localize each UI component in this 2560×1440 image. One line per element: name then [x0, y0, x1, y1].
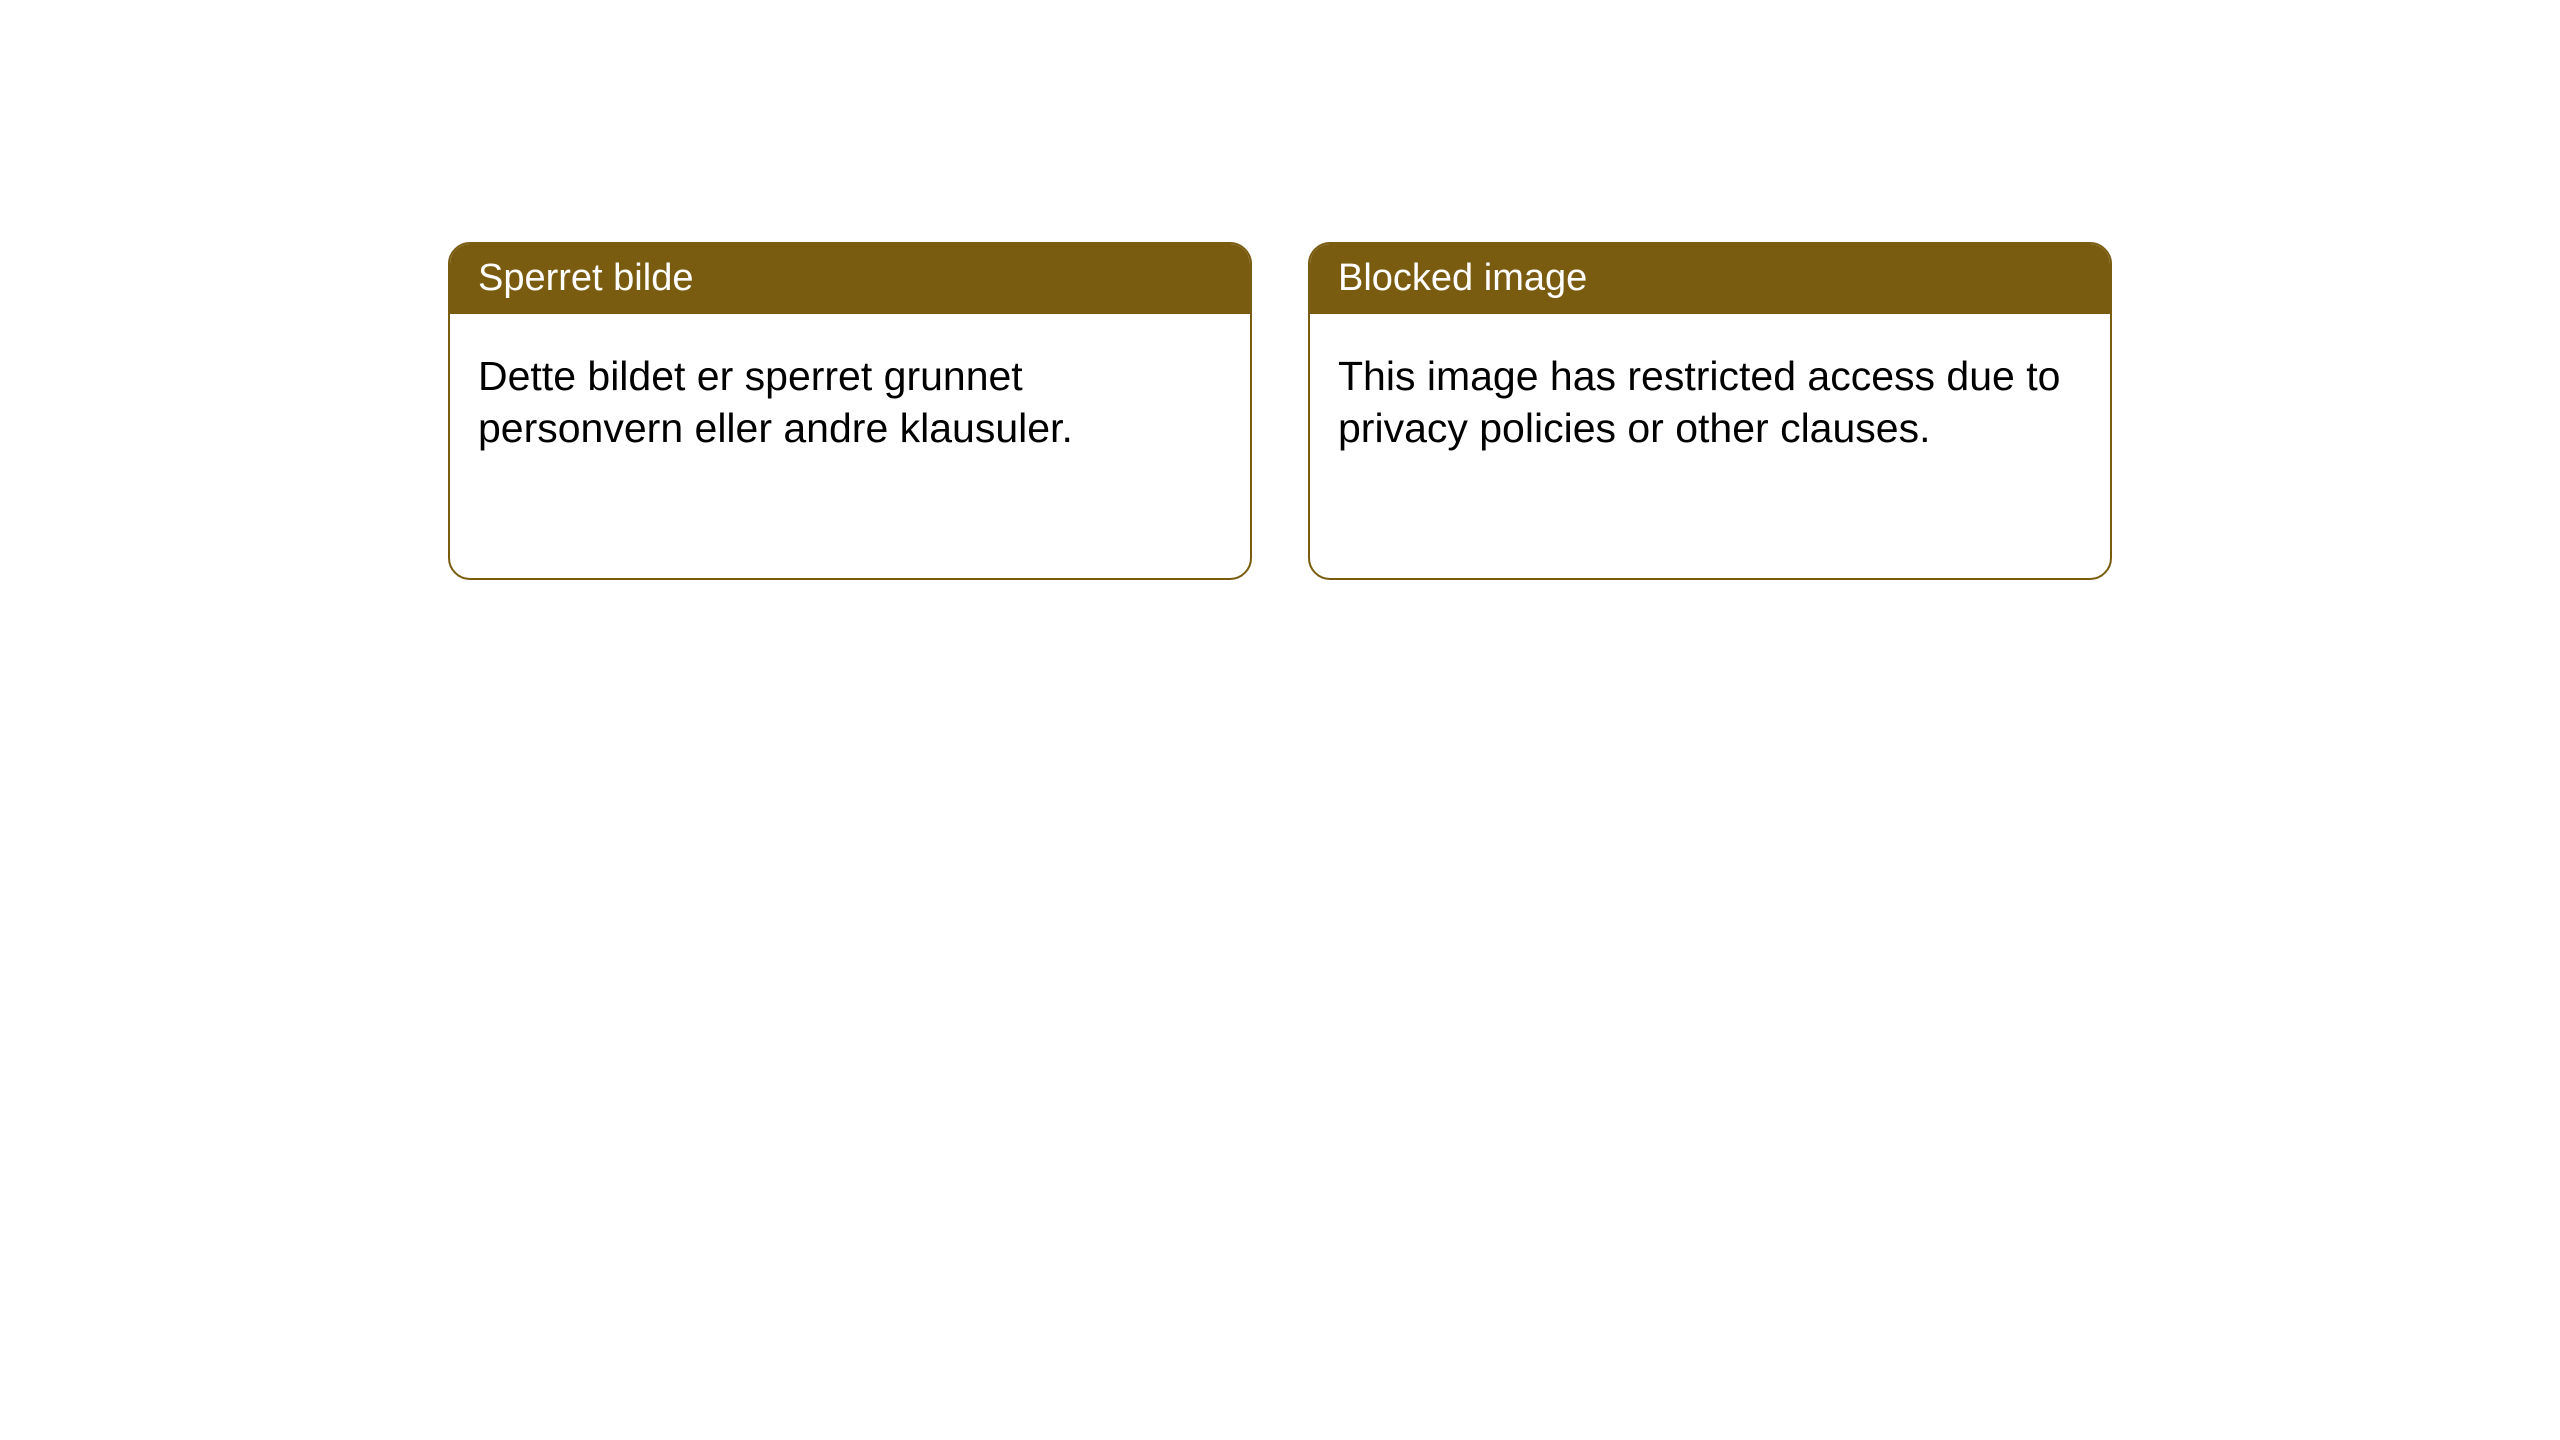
notice-box-english: Blocked image This image has restricted …: [1308, 242, 2112, 580]
notice-header-norwegian: Sperret bilde: [450, 244, 1250, 314]
notice-body-norwegian: Dette bildet er sperret grunnet personve…: [450, 314, 1250, 491]
notices-container: Sperret bilde Dette bildet er sperret gr…: [448, 242, 2112, 580]
notice-header-english: Blocked image: [1310, 244, 2110, 314]
notice-box-norwegian: Sperret bilde Dette bildet er sperret gr…: [448, 242, 1252, 580]
notice-body-english: This image has restricted access due to …: [1310, 314, 2110, 491]
